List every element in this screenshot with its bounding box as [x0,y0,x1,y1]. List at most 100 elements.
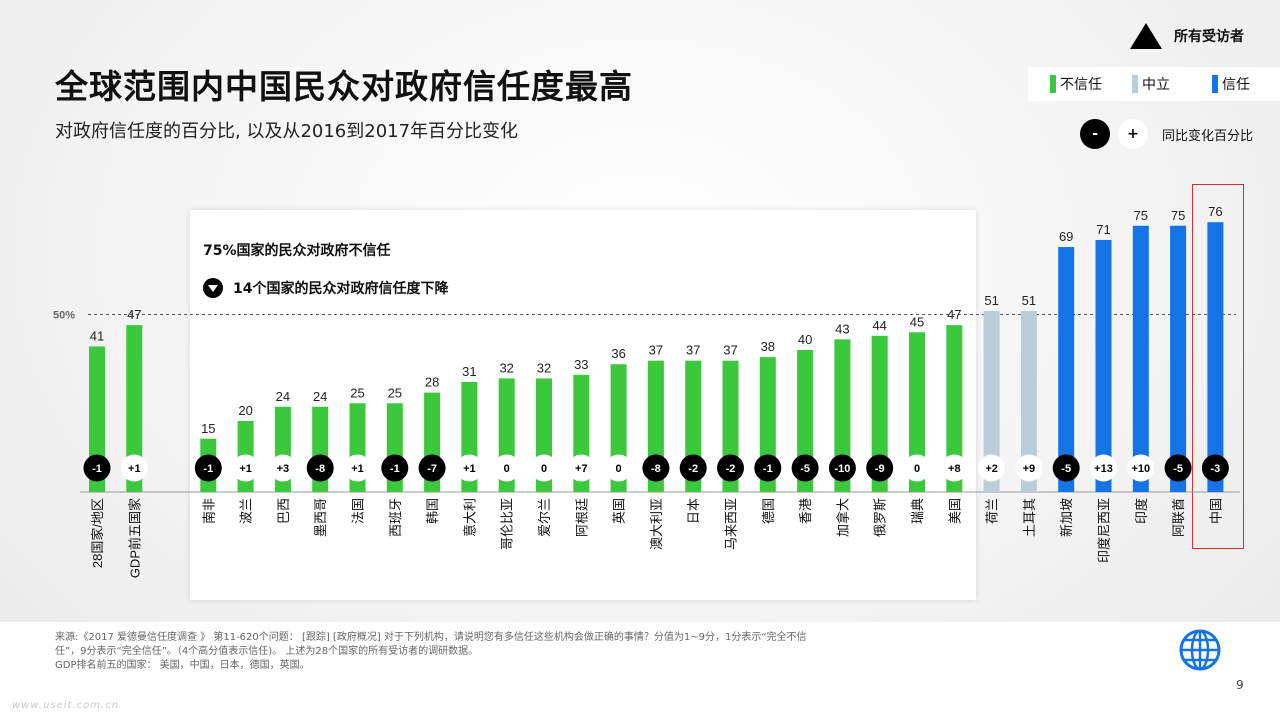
callout-distrust-text: 75%国家的民众对政府不信任 [203,243,391,259]
category-label-8: 韩国 [425,498,440,524]
legend-label-trust: 信任 [1222,77,1250,93]
category-label-24: 土耳其 [1022,498,1037,537]
value-label-22: 47 [947,307,961,322]
change-badge-9 [455,454,483,482]
value-label-1: 47 [127,307,141,322]
change-badge-3 [232,454,260,482]
value-label-17: 38 [761,339,775,354]
change-badge-24 [1015,454,1043,482]
change-label-12: +7 [575,463,588,475]
value-label-18: 40 [798,332,812,347]
category-label-22: 美国 [947,498,962,524]
change-badge-7 [381,454,409,482]
change-label-2: -1 [203,463,213,475]
down-arrow-icon [203,278,223,298]
change-label-21: 0 [914,463,920,475]
bar-26 [1095,239,1112,492]
value-label-15: 37 [686,343,700,358]
category-label-5: 墨西哥 [313,498,328,537]
change-badge-18 [791,454,819,482]
change-label-11: 0 [541,463,547,475]
category-label-4: 巴西 [276,498,291,524]
value-label-24: 51 [1022,293,1036,308]
change-label-23: +2 [985,463,998,475]
change-badge-13 [605,454,633,482]
change-label-25: -5 [1061,463,1071,475]
category-label-9: 意大利 [462,498,477,537]
value-label-2: 15 [201,421,215,436]
change-label-14: -8 [651,463,661,475]
value-label-28: 75 [1171,208,1185,223]
reference-line-label: 50% [53,310,75,322]
page-number: 9 [1236,678,1244,692]
change-label-4: +3 [277,463,290,475]
change-legend: - + 同比变化百分比 [1080,118,1253,150]
bar-20 [871,335,888,492]
change-badge-5 [306,454,334,482]
change-badge-4 [269,454,297,482]
page-subtitle: 对政府信任度的百分比, 以及从2016到2017年百分比变化 [55,121,519,142]
value-label-3: 20 [238,403,252,418]
bar-28 [1170,225,1187,492]
callout-decline-text: 14个国家的民众对政府信任度下降 [233,281,449,297]
change-badge-17 [754,454,782,482]
value-label-14: 37 [649,343,663,358]
change-label-28: -5 [1173,463,1183,475]
globe-icon [1179,629,1221,671]
audience-text: 所有受访者 [1174,29,1244,45]
legend-label-neutral: 中立 [1142,77,1170,93]
category-label-2: 南非 [201,498,216,524]
change-badge-14 [642,454,670,482]
bar-25 [1058,247,1075,492]
trust-bar-chart: 50% 41 -1 28国家/地区 47 +1 GDP前五国家 15 -1 南非 20 +1 波兰 24 +… [53,204,1240,578]
value-label-20: 44 [872,318,886,333]
change-badge-0 [83,454,111,482]
category-label-23: 荷兰 [985,498,1000,524]
change-label-6: +1 [351,463,364,475]
category-label-15: 日本 [686,498,701,524]
audience-label: 所有受访者 [1130,22,1244,50]
value-label-5: 24 [313,389,327,404]
footer [0,622,1280,720]
callout-decline-row: 14个国家的民众对政府信任度下降 [203,278,448,298]
legend-swatch-trust [1212,75,1218,93]
legend-item-neutral: 中立 [1132,74,1170,94]
value-label-26: 71 [1096,222,1110,237]
legend-label-distrust: 不信任 [1060,77,1102,93]
value-label-7: 25 [388,385,402,400]
change-badge-20 [866,454,894,482]
change-label-29: -3 [1211,463,1221,475]
source-line-2: 任”，9分表示“完全信任”。（4个高分值表示信任)。 上述为28个国家的所有受访… [55,646,479,657]
change-label-13: 0 [616,463,622,475]
value-label-19: 43 [835,321,849,336]
source-line-3: GDP排名前五的国家： 美国，中国，日本，德国，英国。 [55,660,310,671]
value-label-11: 32 [537,360,551,375]
legend-swatch-neutral [1132,75,1138,93]
category-label-19: 加拿大 [835,498,850,537]
change-badge-26 [1090,454,1117,482]
category-label-0: 28国家/地区 [90,498,105,568]
category-label-13: 英国 [612,498,627,524]
bar-24 [1020,310,1037,492]
change-badge-22 [940,454,968,482]
positive-change-icon: + [1118,119,1148,149]
legend-item-distrust: 不信任 [1050,74,1102,94]
category-label-1: GDP前五国家 [127,498,142,578]
change-label-22: +8 [948,463,961,475]
change-badge-16 [717,454,744,482]
china-highlight-box [1192,184,1244,549]
change-label-19: -10 [834,463,850,475]
change-label-7: -1 [390,463,400,475]
value-label-12: 33 [574,357,588,372]
category-label-14: 澳大利亚 [649,498,664,550]
change-label-20: -9 [875,463,885,475]
change-label-8: -7 [427,463,437,475]
category-label-29: 中国 [1208,498,1223,524]
legend-swatch-distrust [1050,75,1056,93]
category-label-25: 新加坡 [1059,498,1074,537]
value-label-13: 36 [611,346,625,361]
value-label-25: 69 [1059,229,1073,244]
change-badge-28 [1164,454,1192,482]
change-badge-29 [1201,454,1229,482]
bar-1 [126,325,143,492]
